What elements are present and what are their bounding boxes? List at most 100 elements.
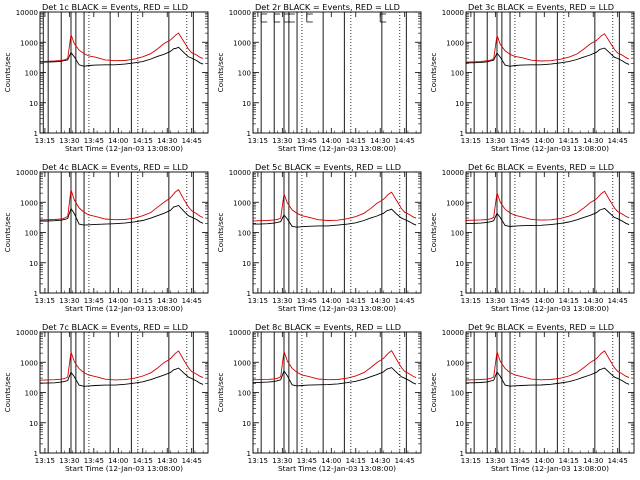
flag-mark xyxy=(260,13,268,23)
x-tick-label: 14:00 xyxy=(108,137,128,145)
y-tick-label: 10000 xyxy=(16,9,38,17)
x-axis-label: Start Time (12-Jan-03 13:08:00) xyxy=(491,464,609,473)
x-axis-label: Start Time (12-Jan-03 13:08:00) xyxy=(491,144,609,153)
panel-3: Det 3c BLACK = Events, RED = LLD 1 10 100 10… xyxy=(429,2,635,153)
y-axis-label: Counts/sec xyxy=(429,213,438,253)
x-tick-label: 14:00 xyxy=(534,457,554,465)
panel-title: Det 4c BLACK = Events, RED = LLD xyxy=(42,162,188,172)
x-tick-label: 13:30 xyxy=(272,137,292,145)
x-tick-label: 14:00 xyxy=(108,457,128,465)
lld-series-line xyxy=(465,33,630,63)
x-tick-label: 13:45 xyxy=(510,457,530,465)
y-tick-label: 10000 xyxy=(229,9,251,17)
y-tick-label: 10 xyxy=(242,420,251,428)
x-tick-label: 13:45 xyxy=(84,297,104,305)
y-tick-label: 10 xyxy=(29,100,38,108)
y-tick-label: 1 xyxy=(247,450,251,458)
events-series-line xyxy=(40,204,204,226)
y-tick-label: 10000 xyxy=(442,9,464,17)
x-tick-label: 14:30 xyxy=(583,457,603,465)
x-axis-label: Start Time (12-Jan-03 13:08:00) xyxy=(65,464,183,473)
plot-frame xyxy=(252,331,422,454)
y-tick-label: 100 xyxy=(238,70,251,78)
events-series-line xyxy=(40,46,204,67)
lld-series-line xyxy=(39,189,204,221)
plot-frame xyxy=(465,11,635,134)
x-tick-label: 13:30 xyxy=(485,137,505,145)
x-tick-label: 14:45 xyxy=(182,297,202,305)
y-axis-label: Counts/sec xyxy=(216,53,225,93)
panel-title: Det 3c BLACK = Events, RED = LLD xyxy=(468,2,614,12)
x-tick-label: 13:30 xyxy=(485,457,505,465)
y-tick-label: 100 xyxy=(451,230,464,238)
x-tick-label: 14:15 xyxy=(133,297,153,305)
x-tick-label: 14:15 xyxy=(346,457,366,465)
x-tick-label: 13:15 xyxy=(248,297,268,305)
x-tick-label: 14:45 xyxy=(395,137,415,145)
x-tick-label: 14:15 xyxy=(559,137,579,145)
x-tick-label: 13:15 xyxy=(248,457,268,465)
x-axis-label: Start Time (12-Jan-03 13:08:00) xyxy=(65,144,183,153)
y-tick-label: 100 xyxy=(451,390,464,398)
x-axis-label: Start Time (12-Jan-03 13:08:00) xyxy=(65,304,183,313)
y-tick-label: 10000 xyxy=(16,169,38,177)
y-tick-label: 10 xyxy=(455,420,464,428)
y-tick-label: 1000 xyxy=(20,199,38,207)
plot-frame xyxy=(39,331,209,454)
panel-7: Det 7c BLACK = Events, RED = LLD 1 10 100 10… xyxy=(3,322,209,473)
events-series-line xyxy=(466,207,630,227)
lld-series-line xyxy=(252,350,417,381)
plot-frame xyxy=(39,11,209,134)
lld-series-line xyxy=(465,350,630,381)
x-tick-label: 13:30 xyxy=(272,297,292,305)
y-tick-label: 1000 xyxy=(233,39,251,47)
y-tick-label: 1 xyxy=(34,450,38,458)
y-tick-label: 10 xyxy=(455,260,464,268)
y-tick-label: 1000 xyxy=(233,199,251,207)
x-tick-label: 13:15 xyxy=(461,457,481,465)
x-tick-label: 14:00 xyxy=(321,137,341,145)
y-tick-label: 1000 xyxy=(446,39,464,47)
lld-series-line xyxy=(252,191,417,222)
y-tick-label: 10 xyxy=(455,100,464,108)
y-tick-label: 1000 xyxy=(446,199,464,207)
y-tick-label: 1 xyxy=(460,290,464,298)
x-tick-label: 14:45 xyxy=(182,137,202,145)
y-axis-label: Counts/sec xyxy=(3,53,12,93)
panel-title: Det 8c BLACK = Events, RED = LLD xyxy=(255,322,401,332)
x-tick-label: 13:15 xyxy=(461,297,481,305)
x-tick-label: 14:45 xyxy=(608,297,628,305)
y-tick-label: 10000 xyxy=(229,169,251,177)
y-tick-label: 1000 xyxy=(233,359,251,367)
x-tick-label: 13:45 xyxy=(297,457,317,465)
y-tick-label: 1 xyxy=(247,290,251,298)
y-tick-label: 1 xyxy=(460,450,464,458)
x-tick-label: 14:30 xyxy=(370,137,390,145)
flag-mark xyxy=(306,13,313,23)
y-tick-label: 100 xyxy=(238,390,251,398)
x-axis-label: Start Time (12-Jan-03 13:08:00) xyxy=(278,464,396,473)
x-tick-label: 13:30 xyxy=(272,457,292,465)
x-tick-label: 14:45 xyxy=(608,137,628,145)
x-tick-label: 13:30 xyxy=(59,297,79,305)
events-series-line xyxy=(40,367,204,387)
y-axis-label: Counts/sec xyxy=(429,373,438,413)
panel-1: Det 1c BLACK = Events, RED = LLD 1 10 100 10… xyxy=(3,2,209,153)
panel-2: Det 2r BLACK = Events, RED = LLD 1 10 100 10… xyxy=(216,2,422,153)
y-tick-label: 1000 xyxy=(446,359,464,367)
x-tick-label: 13:15 xyxy=(248,137,268,145)
panel-8: Det 8c BLACK = Events, RED = LLD 1 10 100 10… xyxy=(216,322,422,473)
y-axis-label: Counts/sec xyxy=(3,373,12,413)
panel-title: Det 9c BLACK = Events, RED = LLD xyxy=(468,322,614,332)
x-tick-label: 14:30 xyxy=(157,457,177,465)
x-tick-label: 13:15 xyxy=(35,137,55,145)
y-axis-label: Counts/sec xyxy=(429,53,438,93)
x-tick-label: 13:15 xyxy=(35,457,55,465)
x-tick-label: 14:00 xyxy=(534,297,554,305)
lld-series-line xyxy=(465,190,630,221)
y-axis-label: Counts/sec xyxy=(216,213,225,253)
x-tick-label: 13:30 xyxy=(59,457,79,465)
y-tick-label: 10 xyxy=(29,420,38,428)
y-tick-label: 100 xyxy=(25,390,38,398)
x-tick-label: 14:30 xyxy=(370,457,390,465)
